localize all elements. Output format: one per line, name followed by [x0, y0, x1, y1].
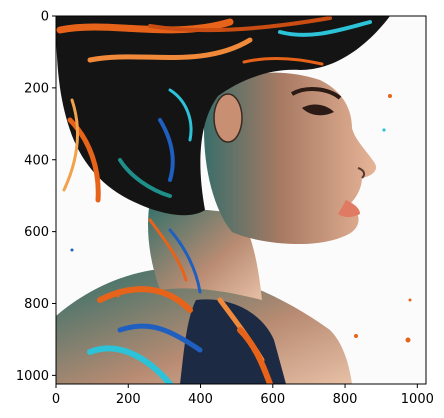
y-tick-label: 0	[41, 10, 49, 25]
paint-specks	[70, 94, 412, 343]
x-tick-label: 0	[52, 392, 60, 407]
portrait-image	[56, 16, 426, 384]
x-tick-label: 600	[260, 392, 285, 407]
brush-strokes	[56, 16, 372, 384]
axes-frame	[55, 15, 427, 385]
eyebrow	[291, 87, 342, 100]
y-tick-label: 800	[24, 297, 49, 312]
face	[204, 72, 377, 244]
eye	[302, 104, 334, 116]
y-axis-ticks: 0 200 400 600 800 1000	[16, 10, 56, 384]
x-tick-label: 400	[188, 392, 213, 407]
hair	[56, 16, 390, 216]
y-tick-label: 200	[24, 81, 49, 96]
x-tick-label: 200	[116, 392, 141, 407]
y-tick-label: 600	[24, 225, 49, 240]
lips	[338, 200, 360, 217]
ear	[213, 93, 243, 143]
y-tick-label: 1000	[16, 369, 49, 384]
x-axis-ticks: 0 200 400 600 800 1000	[52, 384, 434, 407]
x-tick-label: 800	[333, 392, 358, 407]
y-tick-label: 400	[24, 153, 49, 168]
x-tick-label: 1000	[401, 392, 434, 407]
